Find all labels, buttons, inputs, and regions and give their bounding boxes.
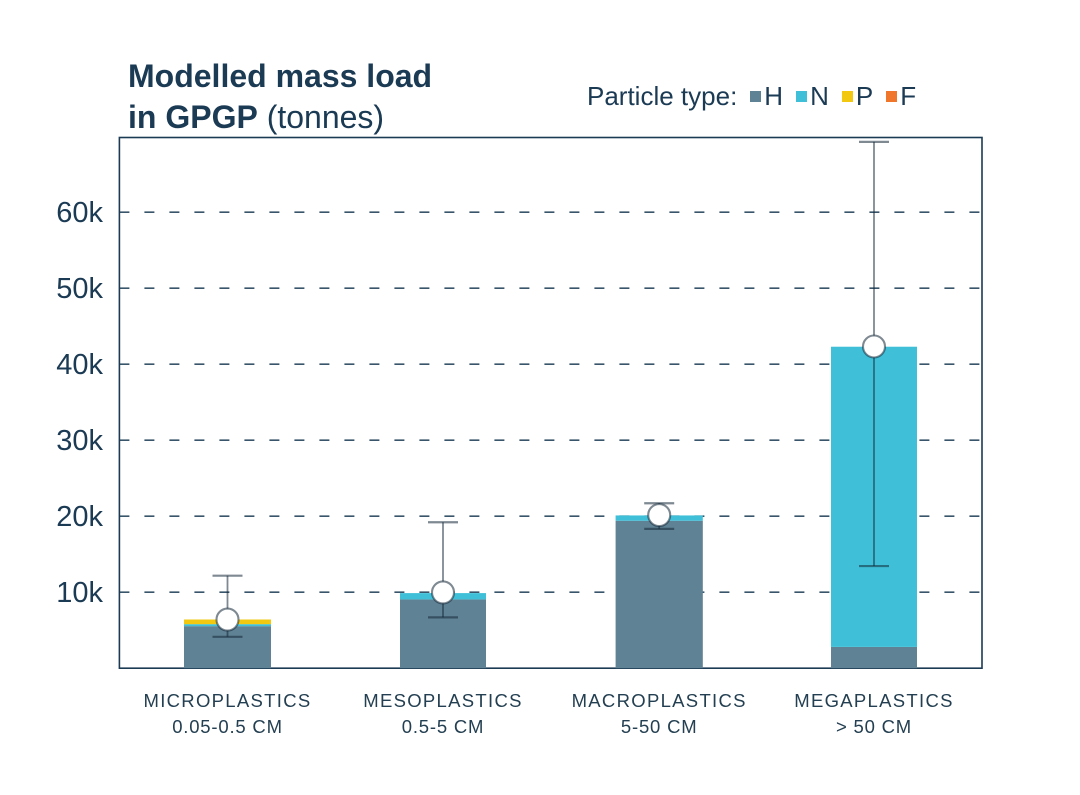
svg-text:MICROPLASTICS: MICROPLASTICS (143, 690, 311, 711)
svg-text:40k: 40k (56, 349, 103, 381)
svg-text:30k: 30k (56, 425, 103, 457)
svg-text:50k: 50k (56, 273, 103, 305)
svg-text:5-50 CM: 5-50 CM (621, 716, 698, 737)
svg-text:20k: 20k (56, 501, 103, 533)
svg-text:60k: 60k (56, 197, 103, 229)
svg-text:MACROPLASTICS: MACROPLASTICS (572, 690, 747, 711)
svg-text:10k: 10k (56, 577, 103, 609)
svg-text:MEGAPLASTICS: MEGAPLASTICS (794, 690, 954, 711)
svg-text:> 50 CM: > 50 CM (836, 716, 912, 737)
svg-text:0.05-0.5 CM: 0.05-0.5 CM (172, 716, 283, 737)
svg-text:0.5-5 CM: 0.5-5 CM (402, 716, 484, 737)
svg-text:MESOPLASTICS: MESOPLASTICS (363, 690, 523, 711)
